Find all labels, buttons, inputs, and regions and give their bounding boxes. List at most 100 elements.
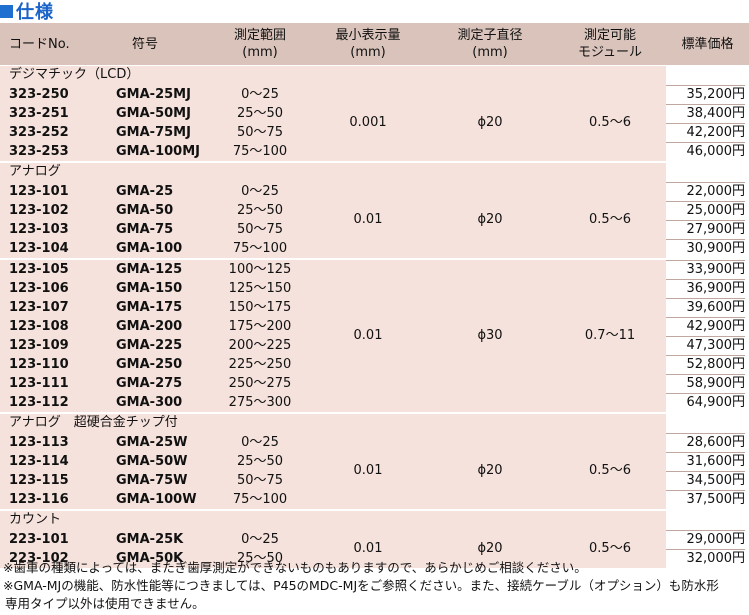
table-group: 35,200円 38,400円 42,200円 46,000円 デジマチック（LCD） 3… xyxy=(0,66,749,161)
code-cell: 123-115 xyxy=(9,473,69,488)
code-cell: 123-116 xyxy=(9,492,69,507)
table-row: 323-251 GMA-50MJ 25～50 xyxy=(0,104,666,123)
footnotes: ※歯車の種類によっては、またぎ歯厚測定ができないものもありますので、あらかじめご… xyxy=(3,559,749,613)
module-cell: 0.5～6 xyxy=(589,541,631,556)
table-row: 123-110 GMA-250 225～250 xyxy=(0,355,666,374)
model-cell: GMA-50 xyxy=(116,203,174,218)
price-cell: 47,300円 xyxy=(666,336,745,355)
price-cell: 27,900円 xyxy=(666,220,745,239)
range-cell: 200～225 xyxy=(228,338,292,353)
model-cell: GMA-300 xyxy=(116,395,183,410)
price-cell: 58,900円 xyxy=(666,374,745,393)
range-cell: 50～75 xyxy=(236,473,284,488)
anvil-cell: ϕ20 xyxy=(477,541,503,556)
price-cell: 38,400円 xyxy=(666,104,745,123)
table-row: 323-253 GMA-100MJ 75～100 xyxy=(0,142,666,161)
resolution-cell: 0.01 xyxy=(353,212,383,227)
code-cell: 123-111 xyxy=(9,376,69,391)
model-cell: GMA-25W xyxy=(116,435,188,450)
code-cell: 323-251 xyxy=(9,106,69,121)
resolution-cell: 0.01 xyxy=(353,541,383,556)
group-title: デジマチック（LCD） xyxy=(9,67,140,82)
table-row: 123-116 GMA-100W 75～100 xyxy=(0,490,666,509)
model-cell: GMA-100 xyxy=(116,241,183,256)
range-cell: 75～100 xyxy=(232,492,288,507)
model-cell: GMA-250 xyxy=(116,357,183,372)
range-cell: 75～100 xyxy=(232,241,288,256)
resolution-cell: 0.01 xyxy=(353,328,383,343)
model-cell: GMA-25 xyxy=(116,184,174,199)
header-code: コードNo. xyxy=(9,36,70,52)
model-cell: GMA-200 xyxy=(116,319,183,334)
range-cell: 0～25 xyxy=(241,87,279,102)
price-cell: 39,600円 xyxy=(666,298,745,317)
code-cell: 323-252 xyxy=(9,125,69,140)
price-cell: 42,200円 xyxy=(666,123,745,142)
price-column: 33,900円 36,900円 39,600円 42,900円 47,300円 52,80… xyxy=(666,260,749,412)
range-cell: 0～25 xyxy=(241,184,279,199)
model-cell: GMA-125 xyxy=(116,262,183,277)
range-cell: 100～125 xyxy=(228,262,292,277)
spec-table: コードNo. 符号 測定範囲 (mm) 最小表示量 (mm) 測定子直径 (mm) 測… xyxy=(0,23,749,568)
code-cell: 223-102 xyxy=(9,551,69,566)
header-resolution: 最小表示量 (mm) xyxy=(335,28,401,60)
anvil-cell: ϕ20 xyxy=(477,115,503,130)
group-title: アナログ xyxy=(9,164,61,179)
price-column: 28,600円 31,600円 34,500円 37,500円 xyxy=(666,414,749,509)
price-cell: 34,500円 xyxy=(666,471,745,490)
price-column: 29,000円 32,000円 xyxy=(666,511,749,568)
table-row: 123-107 GMA-175 150～175 xyxy=(0,298,666,317)
model-cell: GMA-50W xyxy=(116,454,188,469)
module-cell: 0.5～6 xyxy=(589,115,631,130)
table-row: 123-105 GMA-125 100～125 xyxy=(0,260,666,279)
model-cell: GMA-25MJ xyxy=(116,87,191,102)
price-cell: 52,800円 xyxy=(666,355,745,374)
model-cell: GMA-50K xyxy=(116,551,184,566)
table-row: 223-102 GMA-50K 25～50 xyxy=(0,549,666,568)
range-cell: 25～50 xyxy=(236,551,284,566)
range-cell: 125～150 xyxy=(228,281,292,296)
table-header: コードNo. 符号 測定範囲 (mm) 最小表示量 (mm) 測定子直径 (mm) 測… xyxy=(0,23,749,65)
code-cell: 123-112 xyxy=(9,395,69,410)
model-cell: GMA-75 xyxy=(116,222,174,237)
model-cell: GMA-225 xyxy=(116,338,183,353)
model-cell: GMA-100W xyxy=(116,492,197,507)
price-cell: 36,900円 xyxy=(666,279,745,298)
range-cell: 25～50 xyxy=(236,106,284,121)
model-cell: GMA-100MJ xyxy=(116,144,200,159)
table-row: 123-106 GMA-150 125～150 xyxy=(0,279,666,298)
table-group: 29,000円 32,000円 カウント 223-101 GMA-25K 0～25 223-… xyxy=(0,511,749,568)
code-cell: 123-109 xyxy=(9,338,69,353)
code-cell: 123-105 xyxy=(9,262,69,277)
model-cell: GMA-275 xyxy=(116,376,183,391)
group-title: カウント xyxy=(9,512,62,527)
table-row: 123-102 GMA-50 25～50 xyxy=(0,201,666,220)
table-row: 123-108 GMA-200 175～200 xyxy=(0,317,666,336)
section-heading: 仕様 xyxy=(0,0,54,23)
header-range: 測定範囲 (mm) xyxy=(233,28,286,60)
code-cell: 323-250 xyxy=(9,87,69,102)
range-cell: 275～300 xyxy=(228,395,292,410)
range-cell: 0～25 xyxy=(241,532,279,547)
price-cell: 37,500円 xyxy=(666,490,745,509)
model-cell: GMA-75W xyxy=(116,473,188,488)
anvil-cell: ϕ20 xyxy=(477,212,503,227)
table-row: 223-101 GMA-25K 0～25 xyxy=(0,530,666,549)
footnote: ※GMA-MJの機能、防水性能等につきましては、P45のMDC-MJをご参照くだ… xyxy=(3,578,719,593)
range-cell: 75～100 xyxy=(232,144,288,159)
group-separator xyxy=(0,161,749,163)
code-cell: 323-253 xyxy=(9,144,69,159)
module-cell: 0.5～6 xyxy=(589,212,631,227)
range-cell: 225～250 xyxy=(228,357,292,372)
group-separator xyxy=(0,509,749,511)
module-cell: 0.5～6 xyxy=(589,463,631,478)
price-column: 35,200円 38,400円 42,200円 46,000円 xyxy=(666,66,749,161)
table-group: 33,900円 36,900円 39,600円 42,900円 47,300円 52,80… xyxy=(0,260,749,412)
code-cell: 123-107 xyxy=(9,300,69,315)
price-cell: 31,600円 xyxy=(666,452,745,471)
anvil-cell: ϕ30 xyxy=(477,328,503,343)
heading-square-icon xyxy=(0,4,13,18)
header-module: 測定可能 モジュール xyxy=(577,28,643,60)
price-cell: 30,900円 xyxy=(666,239,745,258)
code-cell: 123-110 xyxy=(9,357,69,372)
